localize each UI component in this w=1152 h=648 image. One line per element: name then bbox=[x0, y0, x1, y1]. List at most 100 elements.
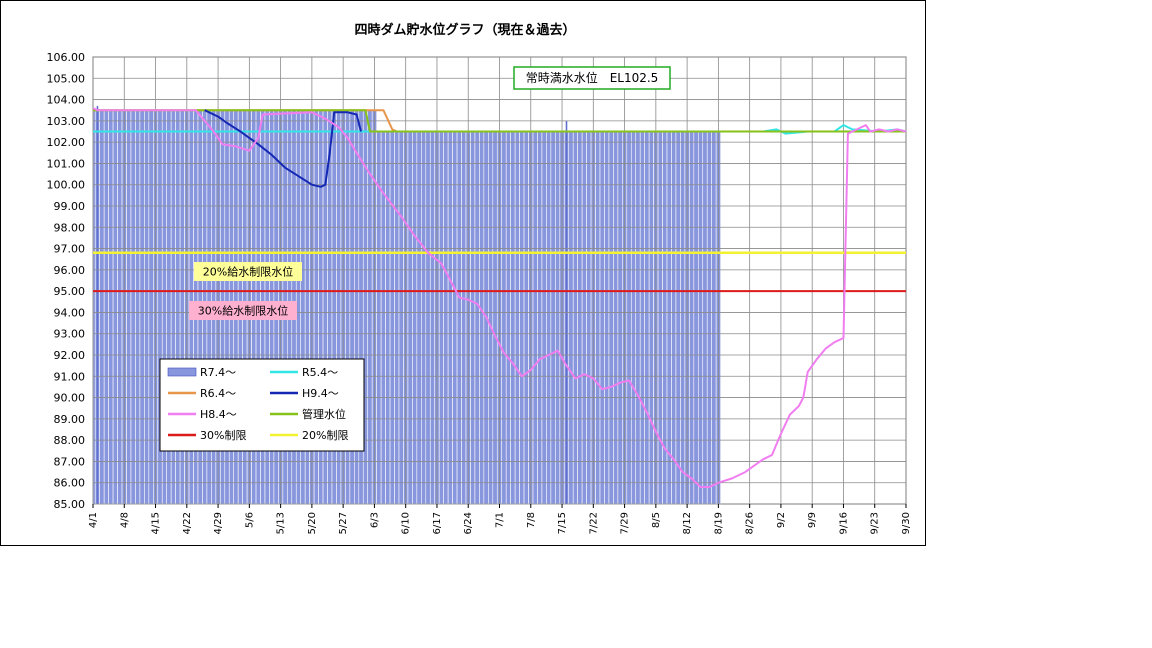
bar-r7-day-130 bbox=[671, 131, 677, 505]
annotation-box bbox=[513, 66, 671, 90]
y-tick-label: 85.00 bbox=[54, 498, 86, 511]
bar-r7-day-82 bbox=[456, 131, 462, 505]
y-tick-label: 88.00 bbox=[54, 434, 86, 447]
y-tick-label: 96.00 bbox=[54, 264, 86, 277]
x-tick-label: 9/2 bbox=[776, 512, 787, 528]
bar-r7-day-127 bbox=[657, 131, 663, 505]
bar-r7-day-12 bbox=[144, 109, 150, 505]
legend-label-30%制限: 30%制限 bbox=[200, 429, 246, 442]
bar-r7-day-68 bbox=[394, 131, 400, 505]
x-tick-label: 7/1 bbox=[495, 512, 506, 528]
x-tick-label: 9/23 bbox=[870, 512, 881, 534]
bar-r7-day-80 bbox=[447, 131, 453, 505]
bar-r7-day-66 bbox=[385, 131, 391, 505]
bar-r7-day-69 bbox=[398, 131, 404, 505]
y-tick-label: 98.00 bbox=[54, 221, 86, 234]
bar-r7-day-122 bbox=[635, 131, 641, 505]
bar-r7-day-125 bbox=[648, 131, 654, 505]
x-tick-label: 4/29 bbox=[213, 512, 224, 534]
bar-r7-day-116 bbox=[608, 131, 614, 505]
y-tick-label: 103.00 bbox=[47, 115, 86, 128]
y-tick-label: 97.00 bbox=[54, 243, 86, 256]
series-line-管理水位 bbox=[93, 109, 906, 133]
bar-r7-day-114 bbox=[599, 131, 605, 505]
bar-r7-day-65 bbox=[380, 131, 386, 505]
bar-r7-day-85 bbox=[470, 131, 476, 505]
bar-r7-day-10 bbox=[135, 109, 141, 505]
y-tick-label: 95.00 bbox=[54, 285, 86, 298]
legend-label-R6.4～: R6.4～ bbox=[200, 387, 236, 400]
x-tick-label: 5/20 bbox=[307, 512, 318, 534]
series-line-H9.4～ bbox=[204, 109, 362, 188]
bar-r7-day-135 bbox=[693, 131, 699, 505]
x-tick-label: 6/17 bbox=[432, 512, 443, 534]
bar-r7-day-108 bbox=[572, 131, 578, 505]
x-tick-label: 5/6 bbox=[244, 512, 255, 528]
bar-r7-day-131 bbox=[675, 131, 681, 505]
legend-label-20%制限: 20%制限 bbox=[302, 429, 348, 442]
x-tick-label: 8/5 bbox=[651, 512, 662, 528]
x-tick-label: 4/1 bbox=[88, 512, 99, 528]
bar-r7-day-93 bbox=[505, 131, 511, 505]
bar-r7-day-103 bbox=[550, 131, 556, 505]
x-tick-label: 5/13 bbox=[276, 512, 287, 534]
y-tick-label: 100.00 bbox=[47, 179, 86, 192]
legend-label-R7.4～: R7.4～ bbox=[200, 366, 236, 379]
bar-r7-day-74 bbox=[421, 131, 427, 505]
bar-r7-day-8 bbox=[126, 109, 132, 505]
legend-label-H9.4～: H9.4～ bbox=[302, 387, 339, 400]
y-tick-label: 87.00 bbox=[54, 455, 86, 468]
x-tick-label: 7/8 bbox=[526, 512, 537, 528]
legend-swatch-R7.4～ bbox=[167, 367, 197, 377]
bar-r7-day-76 bbox=[429, 131, 436, 505]
y-tick-label: 90.00 bbox=[54, 392, 86, 405]
bar-r7-day-87 bbox=[479, 131, 485, 505]
y-tick-label: 92.00 bbox=[54, 349, 86, 362]
x-tick-label: 9/16 bbox=[838, 512, 849, 534]
series-line-H8.4～ bbox=[92, 107, 907, 488]
x-tick-label: 9/9 bbox=[807, 512, 818, 528]
legend-label-R5.4～: R5.4～ bbox=[302, 366, 338, 379]
y-tick-label: 94.00 bbox=[54, 306, 86, 319]
y-tick-label: 101.00 bbox=[47, 157, 86, 170]
chart-title: 四時ダム貯水位グラフ（現在＆過去） bbox=[354, 22, 575, 38]
x-tick-label: 4/8 bbox=[119, 512, 130, 528]
bar-r7-day-104 bbox=[555, 131, 561, 505]
y-tick-label: 105.00 bbox=[47, 72, 86, 85]
annotation-box bbox=[189, 301, 297, 320]
bar-r7-day-113 bbox=[595, 131, 601, 505]
x-tick-label: 4/15 bbox=[151, 512, 162, 534]
chart-svg: 四時ダム貯水位グラフ（現在＆過去） 85.00 86.00 87.00 88.00 89… bbox=[47, 22, 913, 534]
bar-r7-day-120 bbox=[626, 131, 632, 505]
bar-r7-day-107 bbox=[568, 131, 574, 505]
x-tick-label: 7/15 bbox=[557, 512, 568, 534]
bar-r7-day-6 bbox=[117, 109, 123, 505]
bar-r7-day-79 bbox=[443, 131, 449, 505]
bar-r7-day-89 bbox=[488, 131, 494, 505]
y-tick-label: 93.00 bbox=[54, 328, 86, 341]
bar-r7-spike-1 bbox=[96, 105, 99, 504]
bar-r7-day-67 bbox=[389, 131, 395, 505]
bar-r7-day-62 bbox=[367, 109, 373, 505]
bar-r7-day-110 bbox=[581, 131, 587, 505]
x-tick-label: 8/26 bbox=[745, 512, 756, 534]
bar-r7-day-75 bbox=[425, 131, 431, 505]
bar-r7-day-109 bbox=[577, 131, 583, 505]
y-tick-label: 89.00 bbox=[54, 413, 86, 426]
x-tick-label: 8/12 bbox=[682, 512, 693, 534]
y-tick-label: 99.00 bbox=[54, 200, 86, 213]
bar-r7-day-78 bbox=[438, 131, 444, 505]
bar-r7-day-13 bbox=[148, 109, 154, 505]
x-tick-label: 6/24 bbox=[463, 512, 474, 534]
bar-r7-day-118 bbox=[617, 131, 623, 505]
annotation-text: 常時満水水位 EL102.5 bbox=[526, 70, 659, 85]
bar-r7-day-4 bbox=[108, 109, 114, 505]
x-tick-label: 9/30 bbox=[901, 512, 912, 534]
bar-r7-day-81 bbox=[452, 131, 458, 505]
bar-r7-day-95 bbox=[514, 131, 520, 505]
bar-r7-day-90 bbox=[492, 131, 498, 505]
bar-r7-day-132 bbox=[680, 131, 686, 505]
bar-r7-day-129 bbox=[666, 131, 672, 505]
bar-r7-day-97 bbox=[523, 131, 529, 505]
x-tick-label: 7/22 bbox=[588, 512, 599, 534]
